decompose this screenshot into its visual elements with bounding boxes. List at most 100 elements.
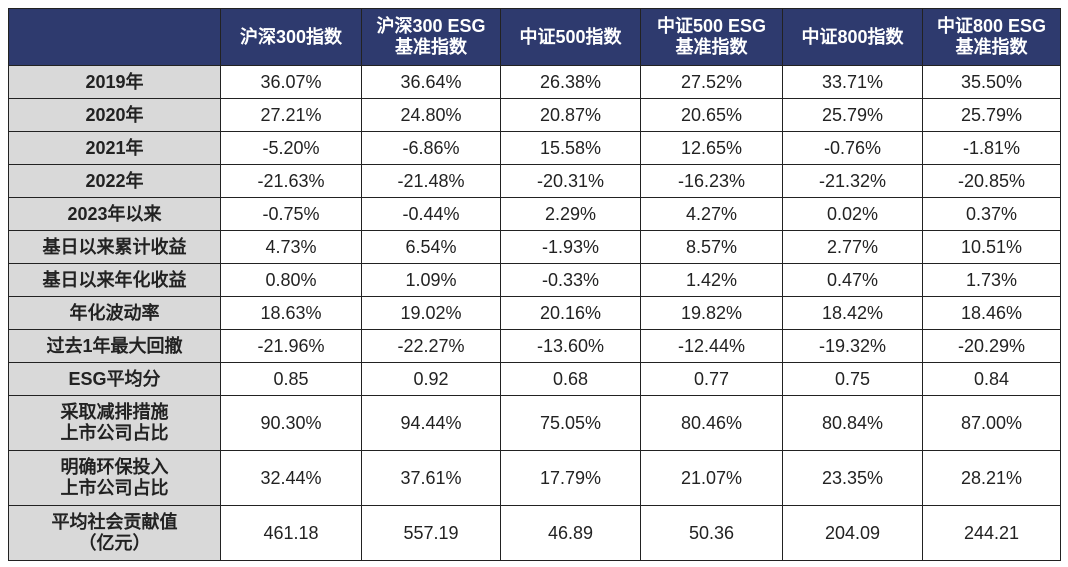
table-row: 2023年以来 -0.75% -0.44% 2.29% 4.27% 0.02% 0.37% [8, 197, 1061, 231]
cell-value: 0.77 [640, 362, 783, 396]
cell-value: 19.02% [361, 296, 501, 330]
row-label: 平均社会贡献值 （亿元） [8, 505, 221, 561]
cell-value: -0.76% [782, 131, 923, 165]
cell-value: 80.84% [782, 395, 923, 451]
cell-value: 21.07% [640, 450, 783, 506]
cell-value: 1.73% [922, 263, 1061, 297]
cell-value: 25.79% [782, 98, 923, 132]
cell-value: 94.44% [361, 395, 501, 451]
cell-value: 35.50% [922, 65, 1061, 99]
cell-value: 4.27% [640, 197, 783, 231]
row-label: 采取减排措施 上市公司占比 [8, 395, 221, 451]
column-header: 中证800 ESG 基准指数 [922, 8, 1061, 66]
row-label: 2022年 [8, 164, 221, 198]
cell-value: -21.32% [782, 164, 923, 198]
cell-value: 23.35% [782, 450, 923, 506]
corner-cell [8, 8, 221, 66]
cell-value: 12.65% [640, 131, 783, 165]
cell-value: 90.30% [220, 395, 362, 451]
cell-value: 20.16% [500, 296, 641, 330]
cell-value: 10.51% [922, 230, 1061, 264]
cell-value: -1.93% [500, 230, 641, 264]
cell-value: 204.09 [782, 505, 923, 561]
cell-value: 28.21% [922, 450, 1061, 506]
cell-value: 18.63% [220, 296, 362, 330]
table-row: 基日以来累计收益 4.73% 6.54% -1.93% 8.57% 2.77% 10.51% [8, 230, 1061, 264]
cell-value: -22.27% [361, 329, 501, 363]
table-row: 2021年 -5.20% -6.86% 15.58% 12.65% -0.76% -1.81… [8, 131, 1061, 165]
row-label: 基日以来年化收益 [8, 263, 221, 297]
table-row: 2022年 -21.63% -21.48% -20.31% -16.23% -21.32%… [8, 164, 1061, 198]
cell-value: 461.18 [220, 505, 362, 561]
cell-value: 46.89 [500, 505, 641, 561]
cell-value: 18.46% [922, 296, 1061, 330]
cell-value: 20.65% [640, 98, 783, 132]
cell-value: 0.85 [220, 362, 362, 396]
cell-value: -20.31% [500, 164, 641, 198]
cell-value: 25.79% [922, 98, 1061, 132]
row-label: 2019年 [8, 65, 221, 99]
cell-value: -20.85% [922, 164, 1061, 198]
data-table: 沪深300指数 沪深300 ESG 基准指数 中证500指数 中证500 ESG 基准… [8, 8, 1061, 561]
cell-value: -6.86% [361, 131, 501, 165]
cell-value: 0.80% [220, 263, 362, 297]
cell-value: 18.42% [782, 296, 923, 330]
cell-value: 244.21 [922, 505, 1061, 561]
table-row: 平均社会贡献值 （亿元） 461.18 557.19 46.89 50.36 204.09… [8, 505, 1061, 561]
row-label: 2020年 [8, 98, 221, 132]
cell-value: 80.46% [640, 395, 783, 451]
cell-value: 24.80% [361, 98, 501, 132]
cell-value: 15.58% [500, 131, 641, 165]
cell-value: -21.48% [361, 164, 501, 198]
cell-value: -0.44% [361, 197, 501, 231]
table-row: 明确环保投入 上市公司占比 32.44% 37.61% 17.79% 21.07% 23.… [8, 450, 1061, 506]
table-row: ESG平均分 0.85 0.92 0.68 0.77 0.75 0.84 [8, 362, 1061, 396]
cell-value: 87.00% [922, 395, 1061, 451]
cell-value: 6.54% [361, 230, 501, 264]
cell-value: 20.87% [500, 98, 641, 132]
row-label: 明确环保投入 上市公司占比 [8, 450, 221, 506]
cell-value: -20.29% [922, 329, 1061, 363]
row-label: ESG平均分 [8, 362, 221, 396]
cell-value: 0.37% [922, 197, 1061, 231]
cell-value: 557.19 [361, 505, 501, 561]
cell-value: 0.68 [500, 362, 641, 396]
cell-value: 27.21% [220, 98, 362, 132]
cell-value: 0.84 [922, 362, 1061, 396]
cell-value: 1.09% [361, 263, 501, 297]
cell-value: 0.47% [782, 263, 923, 297]
cell-value: 2.29% [500, 197, 641, 231]
header-row: 沪深300指数 沪深300 ESG 基准指数 中证500指数 中证500 ESG 基准… [8, 8, 1061, 66]
cell-value: 1.42% [640, 263, 783, 297]
column-header: 中证500指数 [500, 8, 641, 66]
table-row: 采取减排措施 上市公司占比 90.30% 94.44% 75.05% 80.46% 80.… [8, 395, 1061, 451]
cell-value: 36.07% [220, 65, 362, 99]
column-header: 沪深300指数 [220, 8, 362, 66]
column-header: 中证500 ESG 基准指数 [640, 8, 783, 66]
row-label: 基日以来累计收益 [8, 230, 221, 264]
column-header: 沪深300 ESG 基准指数 [361, 8, 501, 66]
row-label: 2023年以来 [8, 197, 221, 231]
table-row: 2020年 27.21% 24.80% 20.87% 20.65% 25.79% 25.79… [8, 98, 1061, 132]
cell-value: 37.61% [361, 450, 501, 506]
cell-value: -5.20% [220, 131, 362, 165]
table-row: 过去1年最大回撤 -21.96% -22.27% -13.60% -12.44% -19.… [8, 329, 1061, 363]
cell-value: 17.79% [500, 450, 641, 506]
cell-value: -12.44% [640, 329, 783, 363]
table-row: 2019年 36.07% 36.64% 26.38% 27.52% 33.71% 35.50… [8, 65, 1061, 99]
cell-value: 4.73% [220, 230, 362, 264]
cell-value: 0.92 [361, 362, 501, 396]
cell-value: -13.60% [500, 329, 641, 363]
table-body: 2019年 36.07% 36.64% 26.38% 27.52% 33.71% 35.50… [8, 65, 1061, 561]
row-label: 2021年 [8, 131, 221, 165]
cell-value: -19.32% [782, 329, 923, 363]
cell-value: -0.33% [500, 263, 641, 297]
table-header: 沪深300指数 沪深300 ESG 基准指数 中证500指数 中证500 ESG 基准… [8, 8, 1061, 66]
cell-value: 2.77% [782, 230, 923, 264]
cell-value: 0.75 [782, 362, 923, 396]
cell-value: -21.96% [220, 329, 362, 363]
row-label: 年化波动率 [8, 296, 221, 330]
table-row: 基日以来年化收益 0.80% 1.09% -0.33% 1.42% 0.47% 1.73% [8, 263, 1061, 297]
cell-value: 0.02% [782, 197, 923, 231]
